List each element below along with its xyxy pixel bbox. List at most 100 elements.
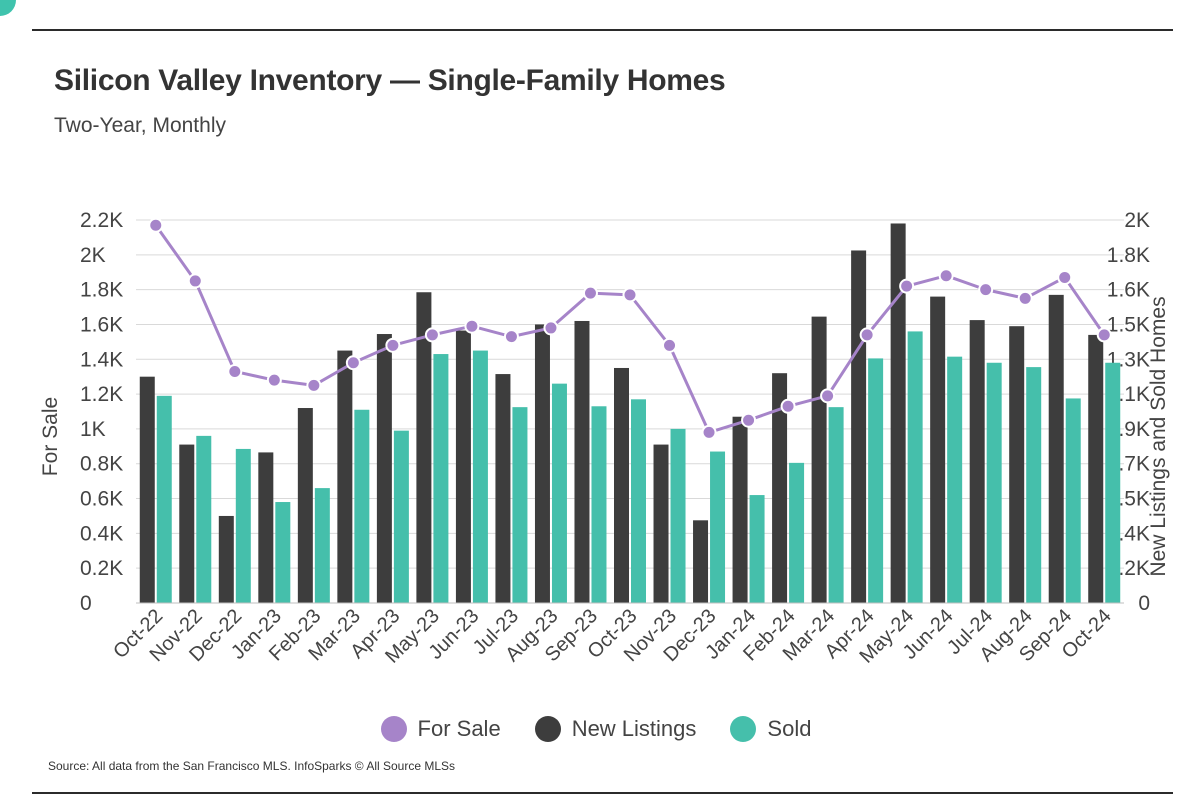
y-left-tick-label: 0 bbox=[80, 592, 92, 615]
chart-subtitle: Two-Year, Monthly bbox=[54, 114, 226, 137]
bar-sold bbox=[868, 358, 884, 603]
bar-new-listings bbox=[337, 350, 353, 603]
point-for-sale bbox=[701, 424, 717, 440]
bar-sold bbox=[947, 356, 963, 603]
source-note: Source: All data from the San Francisco … bbox=[48, 759, 456, 773]
y-left-tick-label: 1.6K bbox=[80, 313, 123, 336]
bar-new-listings bbox=[495, 374, 511, 603]
point-for-sale bbox=[306, 377, 322, 393]
y-right-tick-label: 1.8K bbox=[1107, 244, 1150, 267]
point-for-sale bbox=[345, 355, 361, 371]
point-for-sale bbox=[543, 320, 559, 336]
bar-new-listings bbox=[1009, 326, 1025, 603]
point-for-sale bbox=[978, 282, 994, 298]
bar-sold bbox=[314, 488, 330, 603]
legend-marker-new-listings bbox=[534, 716, 561, 742]
legend-marker-for-sale bbox=[380, 716, 407, 742]
bar-sold bbox=[156, 395, 172, 603]
bar-sold bbox=[907, 331, 923, 603]
bar-new-listings bbox=[890, 223, 906, 603]
y-left-tick-label: 0.4K bbox=[80, 522, 123, 545]
legend-item-for-sale[interactable]: For Sale bbox=[380, 716, 501, 742]
legend-label-sold: Sold bbox=[767, 716, 812, 741]
bar-new-listings bbox=[1088, 334, 1104, 603]
bar-sold bbox=[393, 430, 409, 603]
bar-sold bbox=[631, 399, 646, 603]
point-for-sale bbox=[899, 278, 915, 294]
legend-marker-sold bbox=[730, 716, 757, 742]
point-for-sale bbox=[859, 327, 875, 343]
y-left-tick-label: 1.4K bbox=[80, 348, 123, 371]
bar-sold bbox=[986, 362, 1002, 603]
y-left-tick-label: 0.6K bbox=[80, 488, 123, 511]
bar-sold bbox=[710, 451, 726, 603]
y-right-axis-title: New Listings and Sold Homes bbox=[1147, 296, 1170, 576]
bar-new-listings bbox=[218, 515, 234, 603]
y-left-tick-label: 1.8K bbox=[80, 279, 123, 302]
legend-label-new-listings: New Listings bbox=[571, 716, 697, 741]
bar-new-listings bbox=[574, 320, 590, 603]
bar-new-listings bbox=[653, 444, 669, 603]
legend-item-new-listings[interactable]: New Listings bbox=[534, 716, 697, 742]
y-right-tick-label: 0 bbox=[1138, 592, 1150, 615]
bar-new-listings bbox=[693, 520, 709, 603]
bar-sold bbox=[433, 354, 449, 603]
bar-new-listings bbox=[969, 320, 985, 603]
point-for-sale bbox=[582, 285, 598, 301]
point-for-sale bbox=[148, 217, 164, 233]
y-left-tick-label: 1.2K bbox=[80, 383, 123, 406]
bar-sold bbox=[591, 406, 607, 603]
bar-new-listings bbox=[614, 367, 629, 603]
bar-sold bbox=[354, 409, 370, 603]
y-right-tick-label: 1.5K bbox=[1107, 313, 1150, 336]
bar-sold bbox=[1026, 367, 1042, 603]
bar-sold bbox=[1065, 398, 1081, 603]
top-rule bbox=[32, 29, 1173, 31]
point-for-sale bbox=[424, 327, 440, 343]
bar-sold bbox=[472, 350, 488, 603]
bar-new-listings bbox=[416, 292, 432, 603]
bar-sold bbox=[749, 495, 765, 603]
bar-new-listings bbox=[179, 444, 195, 603]
bar-new-listings bbox=[811, 316, 827, 603]
point-for-sale bbox=[938, 268, 954, 284]
bar-new-listings bbox=[139, 376, 155, 603]
point-for-sale bbox=[780, 398, 796, 414]
y-left-tick-label: 0.8K bbox=[80, 453, 123, 476]
point-for-sale bbox=[1017, 290, 1033, 306]
y-left-tick-label: 2.2K bbox=[80, 209, 123, 232]
bar-sold bbox=[789, 462, 805, 603]
point-for-sale bbox=[662, 337, 678, 353]
y-left-tick-label: 0.2K bbox=[80, 557, 123, 580]
bar-new-listings bbox=[851, 250, 867, 603]
bar-new-listings bbox=[732, 416, 748, 603]
bar-sold bbox=[670, 428, 686, 603]
bottom-rule bbox=[32, 792, 1173, 794]
point-for-sale bbox=[820, 388, 836, 404]
legend-label-for-sale: For Sale bbox=[417, 716, 501, 741]
y-right-tick-label: 1.6K bbox=[1107, 279, 1150, 302]
bar-new-listings bbox=[930, 296, 946, 603]
bar-new-listings bbox=[1048, 294, 1064, 603]
point-for-sale bbox=[503, 329, 519, 345]
bar-new-listings bbox=[297, 408, 313, 603]
legend: For Sale New Listings Sold bbox=[0, 716, 1192, 742]
bar-new-listings bbox=[455, 330, 471, 603]
y-right-tick-label: 2K bbox=[1124, 209, 1150, 232]
point-for-sale bbox=[622, 287, 638, 303]
bar-new-listings bbox=[376, 334, 392, 603]
bar-new-listings bbox=[258, 452, 274, 603]
point-for-sale bbox=[1057, 269, 1073, 285]
point-for-sale bbox=[464, 318, 480, 334]
y-left-axis-title: For Sale bbox=[39, 397, 62, 476]
bar-sold bbox=[512, 407, 528, 603]
bar-new-listings bbox=[534, 324, 550, 603]
point-for-sale bbox=[227, 363, 243, 379]
legend-item-sold[interactable]: Sold bbox=[730, 716, 811, 742]
bar-sold bbox=[196, 435, 212, 603]
bar-sold bbox=[828, 407, 844, 603]
bar-sold bbox=[235, 448, 251, 603]
y-left-tick-label: 1K bbox=[80, 418, 106, 441]
point-for-sale bbox=[741, 412, 757, 428]
